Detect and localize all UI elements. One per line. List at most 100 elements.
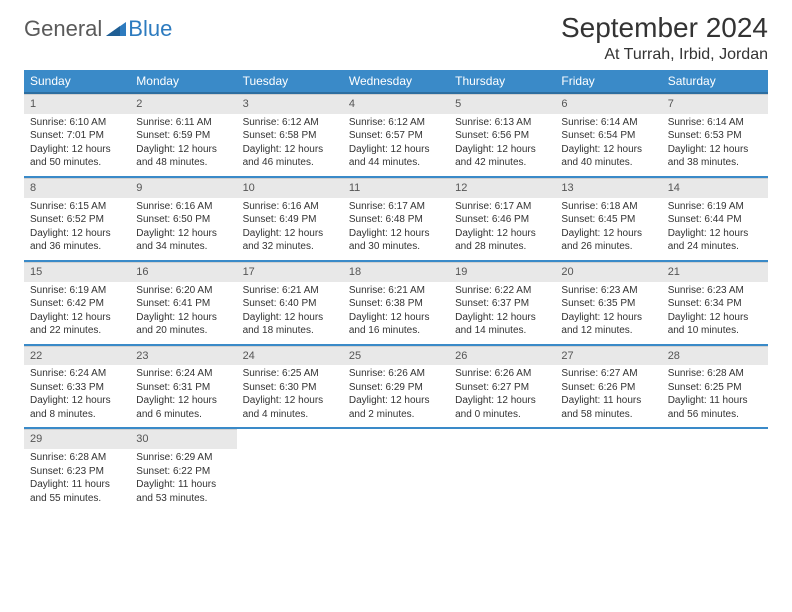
sunrise-line: Sunrise: 6:28 AM xyxy=(30,451,124,465)
sunrise-line: Sunrise: 6:26 AM xyxy=(455,367,549,381)
day-body: Sunrise: 6:17 AMSunset: 6:48 PMDaylight:… xyxy=(343,198,449,260)
sunset-line: Sunset: 6:29 PM xyxy=(349,381,443,395)
sunset-line: Sunset: 6:31 PM xyxy=(136,381,230,395)
day-body: Sunrise: 6:12 AMSunset: 6:57 PMDaylight:… xyxy=(343,114,449,176)
daylight-line: Daylight: 12 hours and 38 minutes. xyxy=(668,143,762,170)
calendar-day-cell: 3Sunrise: 6:12 AMSunset: 6:58 PMDaylight… xyxy=(237,93,343,177)
day-body: Sunrise: 6:21 AMSunset: 6:38 PMDaylight:… xyxy=(343,282,449,344)
daylight-line: Daylight: 12 hours and 30 minutes. xyxy=(349,227,443,254)
sunrise-line: Sunrise: 6:11 AM xyxy=(136,116,230,130)
sunrise-line: Sunrise: 6:19 AM xyxy=(30,284,124,298)
sunset-line: Sunset: 6:44 PM xyxy=(668,213,762,227)
day-body: Sunrise: 6:22 AMSunset: 6:37 PMDaylight:… xyxy=(449,282,555,344)
daylight-line: Daylight: 12 hours and 18 minutes. xyxy=(243,311,337,338)
calendar-day-cell: 10Sunrise: 6:16 AMSunset: 6:49 PMDayligh… xyxy=(237,177,343,261)
calendar-day-cell: 2Sunrise: 6:11 AMSunset: 6:59 PMDaylight… xyxy=(130,93,236,177)
calendar-day-cell: 14Sunrise: 6:19 AMSunset: 6:44 PMDayligh… xyxy=(662,177,768,261)
day-body: Sunrise: 6:13 AMSunset: 6:56 PMDaylight:… xyxy=(449,114,555,176)
sunrise-line: Sunrise: 6:24 AM xyxy=(30,367,124,381)
sunrise-line: Sunrise: 6:23 AM xyxy=(668,284,762,298)
sunset-line: Sunset: 6:46 PM xyxy=(455,213,549,227)
sunset-line: Sunset: 6:52 PM xyxy=(30,213,124,227)
calendar-day-cell: 8Sunrise: 6:15 AMSunset: 6:52 PMDaylight… xyxy=(24,177,130,261)
day-body: Sunrise: 6:12 AMSunset: 6:58 PMDaylight:… xyxy=(237,114,343,176)
sunset-line: Sunset: 6:58 PM xyxy=(243,129,337,143)
daylight-line: Daylight: 12 hours and 48 minutes. xyxy=(136,143,230,170)
calendar-day-cell: 9Sunrise: 6:16 AMSunset: 6:50 PMDaylight… xyxy=(130,177,236,261)
calendar-day-cell: 24Sunrise: 6:25 AMSunset: 6:30 PMDayligh… xyxy=(237,345,343,429)
col-sunday: Sunday xyxy=(24,70,130,93)
day-body: Sunrise: 6:23 AMSunset: 6:34 PMDaylight:… xyxy=(662,282,768,344)
sunrise-line: Sunrise: 6:26 AM xyxy=(349,367,443,381)
day-body: Sunrise: 6:26 AMSunset: 6:27 PMDaylight:… xyxy=(449,365,555,427)
col-thursday: Thursday xyxy=(449,70,555,93)
day-body: Sunrise: 6:21 AMSunset: 6:40 PMDaylight:… xyxy=(237,282,343,344)
day-number: 2 xyxy=(130,94,236,114)
calendar-day-cell: 20Sunrise: 6:23 AMSunset: 6:35 PMDayligh… xyxy=(555,261,661,345)
sunset-line: Sunset: 6:57 PM xyxy=(349,129,443,143)
calendar-day-cell: 6Sunrise: 6:14 AMSunset: 6:54 PMDaylight… xyxy=(555,93,661,177)
daylight-line: Daylight: 11 hours and 55 minutes. xyxy=(30,478,124,505)
day-body: Sunrise: 6:24 AMSunset: 6:33 PMDaylight:… xyxy=(24,365,130,427)
sunrise-line: Sunrise: 6:29 AM xyxy=(136,451,230,465)
day-number: 22 xyxy=(24,346,130,366)
sunrise-line: Sunrise: 6:28 AM xyxy=(668,367,762,381)
sunrise-line: Sunrise: 6:15 AM xyxy=(30,200,124,214)
day-body: Sunrise: 6:17 AMSunset: 6:46 PMDaylight:… xyxy=(449,198,555,260)
sunset-line: Sunset: 6:41 PM xyxy=(136,297,230,311)
sunrise-line: Sunrise: 6:10 AM xyxy=(30,116,124,130)
day-number: 3 xyxy=(237,94,343,114)
daylight-line: Daylight: 12 hours and 32 minutes. xyxy=(243,227,337,254)
sunset-line: Sunset: 6:38 PM xyxy=(349,297,443,311)
day-number: 9 xyxy=(130,178,236,198)
calendar-header-row: Sunday Monday Tuesday Wednesday Thursday… xyxy=(24,70,768,93)
daylight-line: Daylight: 11 hours and 58 minutes. xyxy=(561,394,655,421)
calendar-day-cell: 15Sunrise: 6:19 AMSunset: 6:42 PMDayligh… xyxy=(24,261,130,345)
sunrise-line: Sunrise: 6:12 AM xyxy=(243,116,337,130)
sunset-line: Sunset: 6:37 PM xyxy=(455,297,549,311)
day-number: 17 xyxy=(237,262,343,282)
day-number: 20 xyxy=(555,262,661,282)
logo-triangle-icon xyxy=(106,22,126,36)
day-body: Sunrise: 6:28 AMSunset: 6:25 PMDaylight:… xyxy=(662,365,768,427)
col-friday: Friday xyxy=(555,70,661,93)
daylight-line: Daylight: 12 hours and 4 minutes. xyxy=(243,394,337,421)
day-body: Sunrise: 6:26 AMSunset: 6:29 PMDaylight:… xyxy=(343,365,449,427)
day-body: Sunrise: 6:15 AMSunset: 6:52 PMDaylight:… xyxy=(24,198,130,260)
calendar-week-row: 22Sunrise: 6:24 AMSunset: 6:33 PMDayligh… xyxy=(24,345,768,429)
day-number: 16 xyxy=(130,262,236,282)
calendar-day-cell xyxy=(555,428,661,511)
sunset-line: Sunset: 6:56 PM xyxy=(455,129,549,143)
sunrise-line: Sunrise: 6:17 AM xyxy=(349,200,443,214)
calendar-week-row: 8Sunrise: 6:15 AMSunset: 6:52 PMDaylight… xyxy=(24,177,768,261)
page-title: September 2024 xyxy=(561,12,768,44)
calendar-day-cell: 11Sunrise: 6:17 AMSunset: 6:48 PMDayligh… xyxy=(343,177,449,261)
calendar-table: Sunday Monday Tuesday Wednesday Thursday… xyxy=(24,70,768,511)
daylight-line: Daylight: 12 hours and 40 minutes. xyxy=(561,143,655,170)
calendar-day-cell xyxy=(237,428,343,511)
calendar-day-cell: 26Sunrise: 6:26 AMSunset: 6:27 PMDayligh… xyxy=(449,345,555,429)
day-number: 27 xyxy=(555,346,661,366)
day-body: Sunrise: 6:14 AMSunset: 6:54 PMDaylight:… xyxy=(555,114,661,176)
daylight-line: Daylight: 12 hours and 10 minutes. xyxy=(668,311,762,338)
sunrise-line: Sunrise: 6:13 AM xyxy=(455,116,549,130)
sunset-line: Sunset: 6:22 PM xyxy=(136,465,230,479)
calendar-day-cell: 28Sunrise: 6:28 AMSunset: 6:25 PMDayligh… xyxy=(662,345,768,429)
day-number: 24 xyxy=(237,346,343,366)
calendar-day-cell: 30 Sunrise: 6:29 AMSunset: 6:22 PMDayligh… xyxy=(130,428,236,511)
daylight-line: Daylight: 12 hours and 36 minutes. xyxy=(30,227,124,254)
sunset-line: Sunset: 6:45 PM xyxy=(561,213,655,227)
day-body: Sunrise: 6:10 AMSunset: 7:01 PMDaylight:… xyxy=(24,114,130,176)
daylight-line: Daylight: 12 hours and 50 minutes. xyxy=(30,143,124,170)
calendar-day-cell: 18Sunrise: 6:21 AMSunset: 6:38 PMDayligh… xyxy=(343,261,449,345)
sunrise-line: Sunrise: 6:21 AM xyxy=(349,284,443,298)
daylight-line: Daylight: 11 hours and 53 minutes. xyxy=(136,478,230,505)
day-number: 13 xyxy=(555,178,661,198)
col-wednesday: Wednesday xyxy=(343,70,449,93)
sunset-line: Sunset: 6:42 PM xyxy=(30,297,124,311)
calendar-day-cell xyxy=(449,428,555,511)
day-number: 11 xyxy=(343,178,449,198)
day-number: 30 xyxy=(130,429,236,449)
calendar-day-cell xyxy=(343,428,449,511)
sunrise-line: Sunrise: 6:22 AM xyxy=(455,284,549,298)
